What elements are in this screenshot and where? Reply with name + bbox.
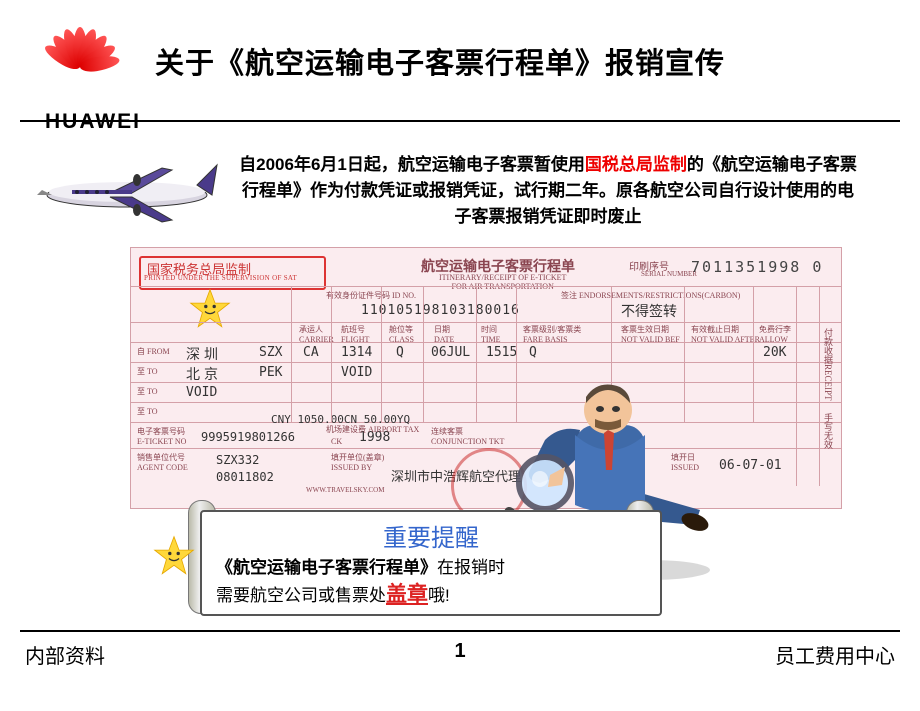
row-from: 自 FROM bbox=[137, 346, 170, 357]
issued-label: 填开单位(盖章) ISSUED BY bbox=[331, 452, 384, 472]
logo-mark bbox=[25, 22, 135, 77]
ticket-title-en: ITINERARY/RECEIPT OF E-TICKET FOR AIR TR… bbox=[439, 273, 566, 291]
endorse-label: 签注 ENDORSEMENTS/RESTRICTIONS(CARBON) bbox=[561, 290, 740, 301]
reminder-doc: 《航空运输电子客票行程单》 bbox=[216, 558, 437, 577]
city-szx: 深圳 bbox=[186, 344, 222, 364]
ticket-line bbox=[131, 342, 841, 343]
carrier-ca: CA bbox=[303, 345, 319, 360]
flight-1314: 1314 bbox=[341, 345, 372, 360]
web: WWW.TRAVELSKY.COM bbox=[306, 486, 384, 494]
fare-q: Q bbox=[529, 345, 537, 360]
col-nva: 有效截止日期 NOT VALID AFTER bbox=[691, 324, 760, 344]
allow-20k: 20K bbox=[763, 345, 786, 360]
serial-label-en: SERIAL NUMBER bbox=[641, 270, 697, 278]
airplane-icon bbox=[32, 150, 222, 230]
side-vert: 手写无效 bbox=[822, 413, 835, 449]
city-pek: 北京 bbox=[186, 364, 222, 384]
code-szx: SZX bbox=[259, 345, 282, 360]
ticket-line bbox=[131, 422, 841, 423]
col-date: 日期 DATE bbox=[434, 324, 454, 344]
agent-label: 销售单位代号 AGENT CODE bbox=[137, 452, 188, 472]
col-carrier: 承运人 CARRIER bbox=[299, 324, 334, 344]
ticket-line bbox=[131, 362, 841, 363]
receipt-vert: 付款收据RECEIPT bbox=[822, 328, 835, 401]
agent2: 08011802 bbox=[216, 470, 274, 484]
reminder-l2b: 哦! bbox=[428, 586, 450, 605]
col-class: 舱位等 CLASS bbox=[389, 324, 414, 344]
serial-number: 7011351998 0 bbox=[691, 258, 823, 276]
id-value: 110105198103180016 bbox=[361, 303, 520, 318]
logo-text: HUAWEI bbox=[45, 110, 141, 134]
itinerary-ticket: 国家税务总局监制 PRINTED UNDER THE SUPERVISION O… bbox=[130, 247, 842, 509]
reminder-title: 重要提醒 bbox=[216, 518, 646, 553]
agent1: SZX332 bbox=[216, 453, 259, 467]
time-1515: 1515 bbox=[486, 345, 517, 360]
star-icon bbox=[153, 535, 195, 577]
id-label: 有效身份证件号码 ID NO. bbox=[326, 290, 416, 301]
footer-right: 员工费用中心 bbox=[775, 640, 895, 669]
page-title: 关于《航空运输电子客票行程单》报销宣传 bbox=[155, 40, 725, 82]
ticket-line bbox=[131, 322, 841, 323]
row-to3: 至 TO bbox=[137, 406, 158, 417]
row-to1: 至 TO bbox=[137, 366, 158, 377]
reminder-box: 重要提醒 《航空运输电子客票行程单》在报销时 需要航空公司或售票处盖章哦! bbox=[200, 510, 662, 616]
ticket-line bbox=[131, 382, 841, 383]
ticket-line bbox=[131, 286, 841, 287]
date-06jul: 06JUL bbox=[431, 345, 470, 360]
reminder-l1b: 在报销时 bbox=[437, 558, 505, 577]
reminder-body: 《航空运输电子客票行程单》在报销时 需要航空公司或售票处盖章哦! bbox=[216, 555, 646, 609]
col-nvb: 客票生效日期 NOT VALID BEF bbox=[621, 324, 680, 344]
divider-bottom bbox=[20, 630, 900, 632]
intro-prefix: 自2006年6月1日起，航空运输电子客票暂使用 bbox=[239, 155, 585, 174]
city-void: VOID bbox=[186, 385, 217, 400]
issue-date: 06-07-01 bbox=[719, 458, 782, 473]
class-q: Q bbox=[396, 345, 404, 360]
ticket-line bbox=[131, 402, 841, 403]
code-pek: PEK bbox=[259, 365, 282, 380]
row-to2: 至 TO bbox=[137, 386, 158, 397]
divider-top bbox=[20, 120, 900, 122]
star-icon bbox=[189, 288, 231, 330]
col-flight: 航班号 FLIGHT bbox=[341, 324, 369, 344]
col-allow: 免费行李 ALLOW bbox=[759, 324, 791, 344]
flight-void: VOID bbox=[341, 365, 372, 380]
intro-text: 自2006年6月1日起，航空运输电子客票暂使用国税总局监制的《航空运输电子客票行… bbox=[238, 152, 858, 230]
reminder-l2a: 需要航空公司或售票处 bbox=[216, 586, 386, 605]
eticket-no: 9995919801266 bbox=[201, 430, 295, 444]
slide: HUAWEI 关于《航空运输电子客票行程单》报销宣传 自2006年6月1日起，航… bbox=[0, 0, 920, 711]
endorse-value: 不得签转 bbox=[621, 301, 677, 321]
ck-label: CK bbox=[331, 437, 342, 446]
col-time: 时间 TIME bbox=[481, 324, 501, 344]
intro-red: 国税总局监制 bbox=[585, 155, 687, 174]
sat-supervision-box: 国家税务总局监制 PRINTED UNDER THE SUPERVISION O… bbox=[139, 256, 326, 290]
col-fare: 客票级别/客票类 FARE BASIS bbox=[523, 324, 581, 344]
reminder-stamp: 盖章 bbox=[386, 582, 428, 606]
huawei-logo: HUAWEI bbox=[25, 22, 135, 77]
sat-en: PRINTED UNDER THE SUPERVISION OF SAT bbox=[144, 274, 297, 282]
eticket-label: 电子客票号码 E-TICKET NO bbox=[137, 426, 186, 446]
